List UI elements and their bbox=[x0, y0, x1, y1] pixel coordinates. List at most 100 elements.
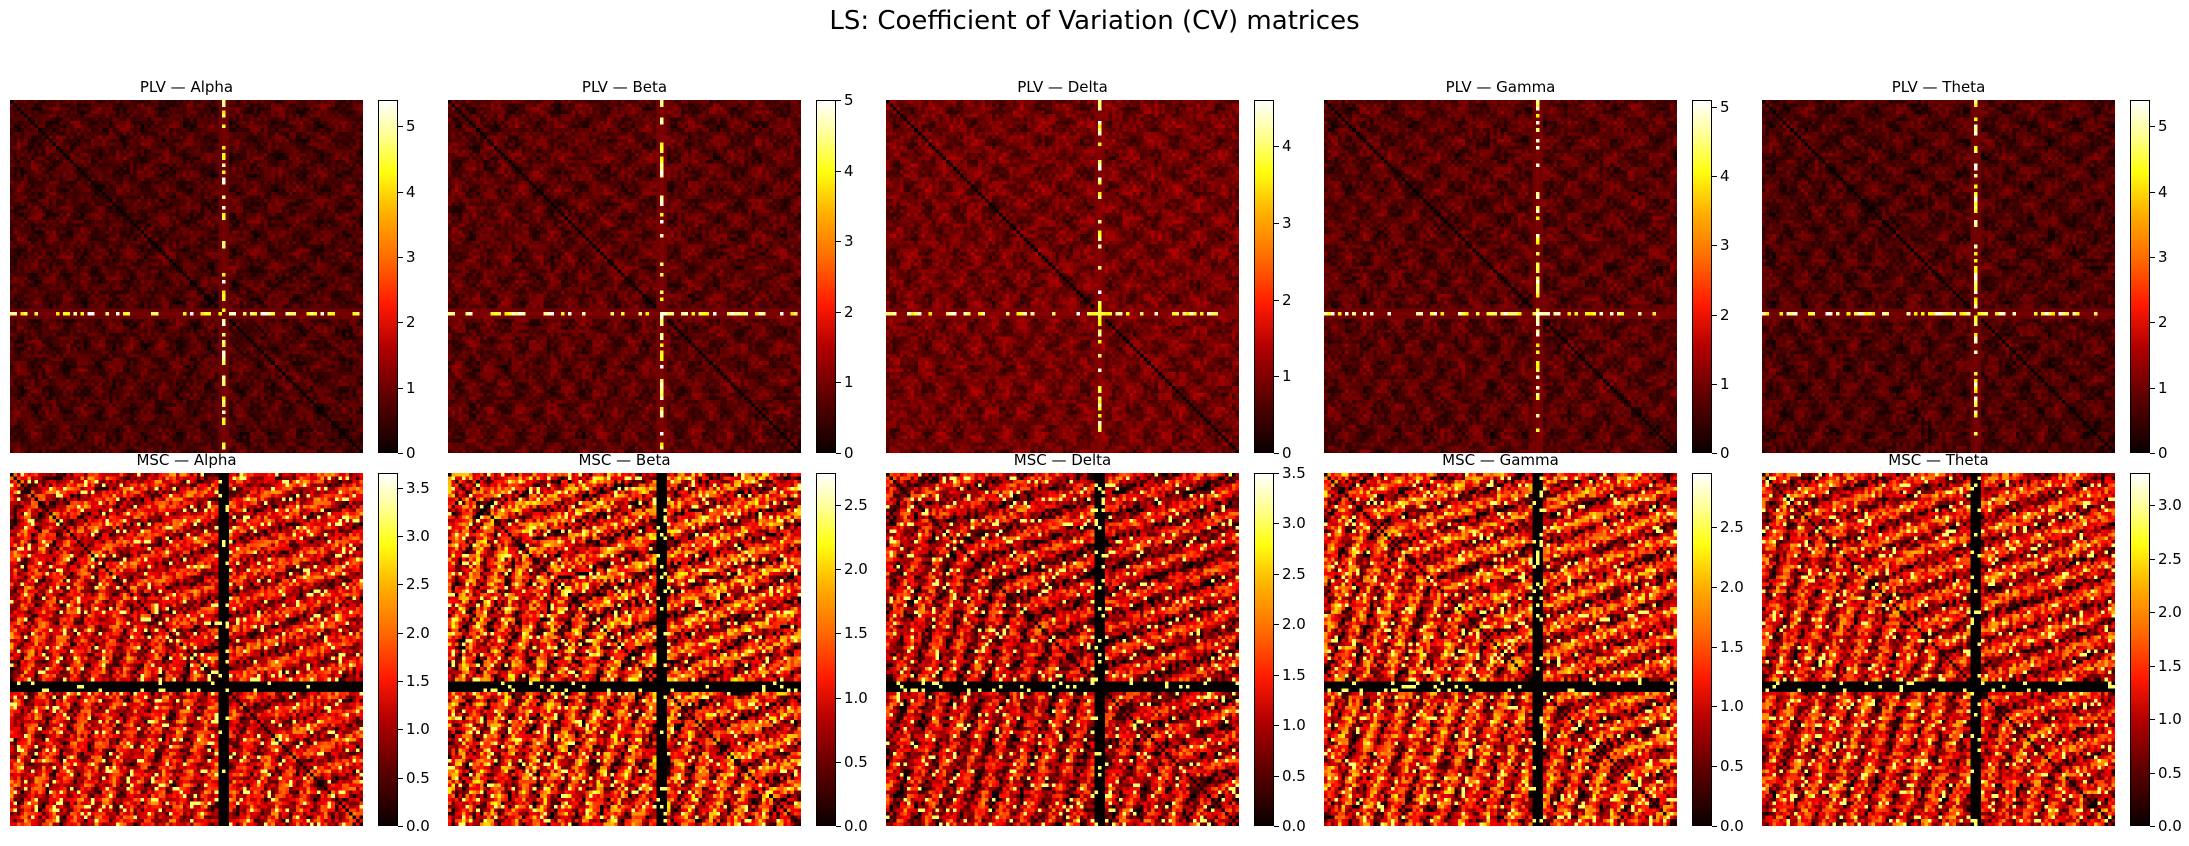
colorbar-tick-label: 1 bbox=[1282, 367, 1292, 386]
colorbar-tick-label: 1.0 bbox=[2158, 710, 2182, 729]
colorbar-tick-label: 0.0 bbox=[406, 817, 430, 835]
colorbar-tick-mark bbox=[2150, 191, 2155, 193]
colorbar-tick-mark bbox=[2150, 558, 2155, 560]
colorbar-tick-label: 2.5 bbox=[844, 496, 868, 515]
colorbar bbox=[1692, 473, 1712, 826]
colorbar-tick-label: 2.0 bbox=[1282, 615, 1306, 634]
colorbar-tick-mark bbox=[1712, 826, 1717, 827]
colorbar-tick-label: 2.5 bbox=[2158, 549, 2182, 568]
colorbar-tick-mark bbox=[398, 584, 403, 586]
colorbar-tick-label: 4 bbox=[1282, 137, 1292, 156]
colorbar-tick-label: 1 bbox=[406, 378, 416, 397]
colorbar-tick-mark bbox=[398, 487, 403, 489]
colorbar-tick-label: 4 bbox=[406, 182, 416, 201]
colorbar-tick-label: 2.5 bbox=[1720, 517, 1744, 536]
figure-title: LS: Coefficient of Variation (CV) matric… bbox=[829, 6, 1360, 36]
colorbar-tick-mark bbox=[1712, 453, 1717, 454]
colorbar-tick-mark bbox=[836, 697, 841, 699]
colorbar-tick-mark bbox=[836, 569, 841, 571]
colorbar-tick-mark bbox=[398, 387, 403, 389]
colorbar-tick-label: 1.0 bbox=[1282, 716, 1306, 735]
colorbar bbox=[378, 473, 398, 826]
colorbar-tick-mark bbox=[1712, 646, 1717, 648]
colorbar-tick-mark bbox=[1274, 299, 1279, 301]
colorbar-tick-label: 1.5 bbox=[2158, 656, 2182, 675]
colorbar-tick-mark bbox=[836, 382, 841, 384]
colorbar-tick-mark bbox=[1712, 383, 1717, 385]
panel-title: PLV — Delta bbox=[1017, 78, 1108, 96]
colorbar-tick-label: 4 bbox=[844, 161, 854, 180]
colorbar-tick-label: 2 bbox=[406, 313, 416, 332]
heatmap-matrix bbox=[886, 473, 1239, 826]
colorbar-tick-mark bbox=[1274, 775, 1279, 777]
colorbar-tick-label: 2 bbox=[844, 302, 854, 321]
colorbar-tick-mark bbox=[1712, 314, 1717, 316]
colorbar-tick-label: 0 bbox=[844, 444, 854, 462]
colorbar-tick-label: 0.0 bbox=[1282, 817, 1306, 835]
colorbar bbox=[1692, 100, 1712, 453]
colorbar-tick-label: 1 bbox=[2158, 378, 2168, 397]
colorbar-tick-label: 0 bbox=[2158, 444, 2168, 462]
colorbar-tick-label: 0.5 bbox=[1720, 757, 1744, 776]
colorbar-tick-mark bbox=[1712, 586, 1717, 588]
colorbar-tick-mark bbox=[836, 633, 841, 635]
colorbar-tick-mark bbox=[1274, 725, 1279, 727]
colorbar-tick-mark bbox=[398, 453, 403, 454]
colorbar-tick-mark bbox=[836, 453, 841, 454]
colorbar-tick-label: 0 bbox=[1720, 444, 1730, 462]
colorbar-tick-mark bbox=[836, 100, 841, 101]
colorbar-tick-mark bbox=[398, 826, 403, 827]
panel-title: MSC — Gamma bbox=[1442, 451, 1559, 469]
colorbar-tick-mark bbox=[1274, 624, 1279, 626]
colorbar-tick-label: 0.0 bbox=[844, 817, 868, 835]
colorbar-tick-mark bbox=[1274, 674, 1279, 676]
panel-title: PLV — Gamma bbox=[1445, 78, 1556, 96]
colorbar-tick-label: 2.0 bbox=[844, 560, 868, 579]
colorbar-tick-mark bbox=[398, 729, 403, 731]
colorbar-tick-label: 3 bbox=[2158, 247, 2168, 266]
panel-title: PLV — Beta bbox=[581, 78, 668, 96]
colorbar-tick-mark bbox=[836, 311, 841, 313]
colorbar-tick-mark bbox=[398, 632, 403, 634]
colorbar-tick-mark bbox=[398, 191, 403, 193]
colorbar-tick-label: 2.5 bbox=[406, 575, 430, 594]
colorbar-tick-label: 3.5 bbox=[406, 478, 430, 497]
colorbar-tick-mark bbox=[398, 777, 403, 779]
heatmap-matrix bbox=[1762, 473, 2115, 826]
panel-title: PLV — Alpha bbox=[139, 78, 234, 96]
colorbar-tick-label: 3.0 bbox=[406, 526, 430, 545]
heatmap-matrix bbox=[1762, 100, 2115, 453]
colorbar-tick-mark bbox=[2150, 126, 2155, 128]
colorbar-tick-mark bbox=[2150, 453, 2155, 454]
colorbar-tick-label: 1.5 bbox=[844, 624, 868, 643]
colorbar-tick-label: 3 bbox=[1720, 236, 1730, 255]
colorbar-tick-label: 2 bbox=[1282, 290, 1292, 309]
colorbar-tick-mark bbox=[398, 680, 403, 682]
colorbar-tick-mark bbox=[1274, 453, 1279, 454]
colorbar-tick-label: 4 bbox=[2158, 182, 2168, 201]
colorbar bbox=[2130, 100, 2150, 453]
colorbar-tick-label: 1 bbox=[1720, 374, 1730, 393]
colorbar-tick-mark bbox=[2150, 322, 2155, 324]
colorbar-tick-mark bbox=[398, 126, 403, 128]
colorbar-tick-label: 3.5 bbox=[1282, 464, 1306, 482]
colorbar-tick-mark bbox=[2150, 505, 2155, 507]
colorbar-tick-mark bbox=[1274, 473, 1279, 474]
colorbar-tick-label: 2.0 bbox=[2158, 603, 2182, 622]
colorbar-tick-label: 1.0 bbox=[406, 720, 430, 739]
colorbar-tick-mark bbox=[398, 256, 403, 258]
colorbar-tick-mark bbox=[1712, 245, 1717, 247]
colorbar-tick-label: 0.5 bbox=[2158, 763, 2182, 782]
colorbar-tick-label: 5 bbox=[406, 117, 416, 136]
colorbar-tick-label: 0.5 bbox=[844, 752, 868, 771]
colorbar-tick-mark bbox=[1274, 146, 1279, 148]
colorbar-tick-mark bbox=[836, 826, 841, 827]
colorbar-tick-mark bbox=[1712, 176, 1717, 178]
colorbar-tick-label: 0.5 bbox=[406, 768, 430, 787]
colorbar-tick-mark bbox=[1712, 526, 1717, 528]
colorbar-tick-label: 2.0 bbox=[406, 623, 430, 642]
colorbar-tick-mark bbox=[398, 535, 403, 537]
colorbar-tick-label: 0.0 bbox=[2158, 817, 2182, 835]
panel-title: MSC — Delta bbox=[1013, 451, 1112, 469]
colorbar-tick-label: 5 bbox=[844, 91, 854, 109]
